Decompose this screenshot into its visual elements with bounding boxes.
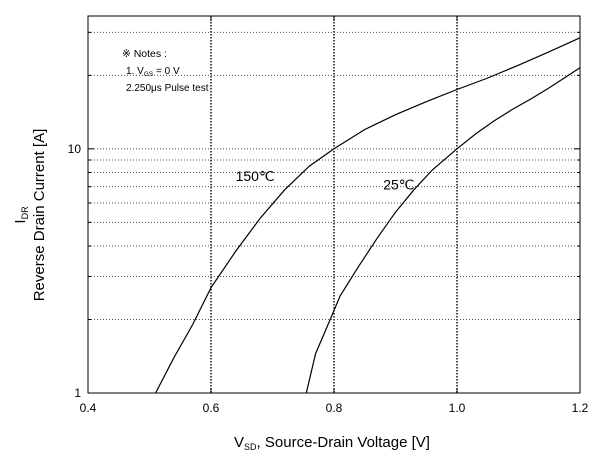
y-tick-label: 1 [74, 386, 81, 400]
x-tick-label: 0.8 [326, 401, 343, 415]
x-tick-label: 0.4 [80, 401, 97, 415]
notes-title: ※ Notes : [122, 48, 167, 60]
y-axis-label-line2: Reverse Drain Current [A] [31, 129, 48, 302]
notes: ※ Notes : 1. VGS = 0 V 2.250μs Pulse tes… [122, 48, 209, 94]
x-axis-label: VSD, Source-Drain Voltage [V] [234, 434, 430, 452]
x-tick-label: 0.6 [203, 401, 220, 415]
series-label-25c: 25℃ [383, 177, 414, 193]
x-tick-label: 1.2 [572, 401, 589, 415]
y-axis-label-line1: IDR [12, 206, 30, 224]
x-tick-label: 1.0 [449, 401, 466, 415]
notes-line-1: 1. VGS = 0 V [126, 66, 180, 78]
series-lines [155, 37, 581, 394]
y-axis-label: IDR Reverse Drain Current [A] [12, 129, 48, 302]
series-label-150c: 150℃ [236, 168, 275, 184]
tick-labels: 0.4 0.6 0.8 1.0 1.2 1 10 [68, 142, 589, 415]
y-tick-label: 10 [68, 142, 82, 156]
notes-line-2: 2.250μs Pulse test [126, 83, 209, 94]
series-line-1 [305, 67, 581, 394]
series-line-0 [155, 37, 581, 394]
axis-ticks [87, 16, 581, 394]
